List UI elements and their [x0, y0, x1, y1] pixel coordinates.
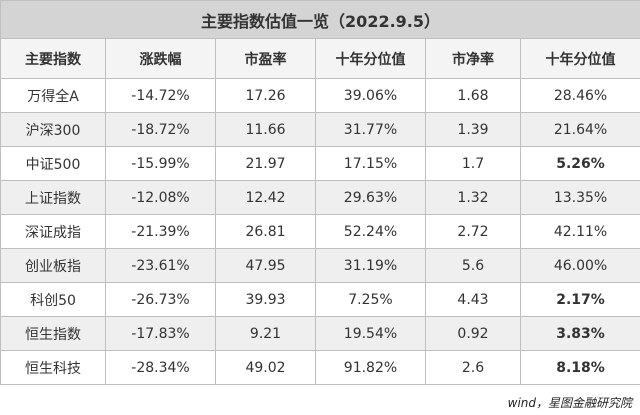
- table-cell: 7.25%: [315, 282, 426, 317]
- table-cell: 3.83%: [519, 316, 640, 351]
- table-cell: 5.26%: [519, 146, 640, 181]
- table-body: 万得全A -14.72% 17.26 39.06% 1.68 28.46% 沪深300 -18…: [0, 78, 640, 385]
- column-header: 十年分位值: [315, 38, 426, 79]
- table-cell: -23.61%: [105, 248, 216, 283]
- table-cell: 上证指数: [0, 180, 106, 215]
- table-cell: -17.83%: [105, 316, 216, 351]
- table-cell: 沪深300: [0, 112, 106, 147]
- column-header: 十年分位值: [519, 38, 640, 79]
- column-header: 涨跌幅: [105, 38, 216, 79]
- table-cell: 深证成指: [0, 214, 106, 249]
- table-cell: 恒生指数: [0, 316, 106, 351]
- table-cell: 1.7: [425, 146, 521, 181]
- header-row: 主要指数 涨跌幅 市盈率 十年分位值 市净率 十年分位值: [0, 38, 640, 79]
- table-cell: 29.63%: [315, 180, 426, 215]
- table-cell: 1.32: [425, 180, 521, 215]
- table-cell: 49.02: [215, 350, 316, 385]
- table-cell: 中证500: [0, 146, 106, 181]
- column-header: 市净率: [425, 38, 521, 79]
- table-row: 万得全A -14.72% 17.26 39.06% 1.68 28.46%: [0, 78, 640, 113]
- table-cell: -28.34%: [105, 350, 216, 385]
- source-note: wind，星图金融研究院: [507, 396, 632, 410]
- table-cell: 2.17%: [519, 282, 640, 317]
- table-cell: 12.42: [215, 180, 316, 215]
- table-row: 恒生科技 -28.34% 49.02 91.82% 2.6 8.18%: [0, 350, 640, 385]
- table-cell: 8.18%: [519, 350, 640, 385]
- table-row: 上证指数 -12.08% 12.42 29.63% 1.32 13.35%: [0, 180, 640, 215]
- table-cell: 11.66: [215, 112, 316, 147]
- table-cell: 52.24%: [315, 214, 426, 249]
- table-row: 恒生指数 -17.83% 9.21 19.54% 0.92 3.83%: [0, 316, 640, 351]
- table-cell: 恒生科技: [0, 350, 106, 385]
- table-cell: -21.39%: [105, 214, 216, 249]
- table-cell: 创业板指: [0, 248, 106, 283]
- table-cell: 5.6: [425, 248, 521, 283]
- table-cell: 42.11%: [519, 214, 640, 249]
- table-cell: 39.93: [215, 282, 316, 317]
- table-cell: 1.39: [425, 112, 521, 147]
- table-row: 深证成指 -21.39% 26.81 52.24% 2.72 42.11%: [0, 214, 640, 249]
- table-cell: 26.81: [215, 214, 316, 249]
- table-cell: 91.82%: [315, 350, 426, 385]
- table-cell: 31.19%: [315, 248, 426, 283]
- table-cell: 21.64%: [519, 112, 640, 147]
- table-cell: -14.72%: [105, 78, 216, 113]
- table-cell: 31.77%: [315, 112, 426, 147]
- table-cell: 17.26: [215, 78, 316, 113]
- column-header: 市盈率: [215, 38, 316, 79]
- table-cell: 21.97: [215, 146, 316, 181]
- table-cell: 13.35%: [519, 180, 640, 215]
- table-row: 沪深300 -18.72% 11.66 31.77% 1.39 21.64%: [0, 112, 640, 147]
- table-cell: -26.73%: [105, 282, 216, 317]
- table-cell: 2.72: [425, 214, 521, 249]
- table-cell: 科创50: [0, 282, 106, 317]
- table-cell: 46.00%: [519, 248, 640, 283]
- table-cell: -15.99%: [105, 146, 216, 181]
- table-cell: 9.21: [215, 316, 316, 351]
- table-row: 科创50 -26.73% 39.93 7.25% 4.43 2.17%: [0, 282, 640, 317]
- table-cell: 19.54%: [315, 316, 426, 351]
- valuation-table: 主要指数估值一览（2022.9.5） 主要指数 涨跌幅 市盈率 十年分位值 市净率 十年分…: [0, 0, 640, 385]
- table-cell: 0.92: [425, 316, 521, 351]
- table-cell: 1.68: [425, 78, 521, 113]
- table-cell: 47.95: [215, 248, 316, 283]
- table-title: 主要指数估值一览（2022.9.5）: [0, 0, 640, 39]
- table-cell: 4.43: [425, 282, 521, 317]
- table-cell: 28.46%: [519, 78, 640, 113]
- table-cell: 2.6: [425, 350, 521, 385]
- table-cell: 39.06%: [315, 78, 426, 113]
- table-row: 中证500 -15.99% 21.97 17.15% 1.7 5.26%: [0, 146, 640, 181]
- table-cell: -18.72%: [105, 112, 216, 147]
- table-row: 创业板指 -23.61% 47.95 31.19% 5.6 46.00%: [0, 248, 640, 283]
- table-cell: -12.08%: [105, 180, 216, 215]
- table-cell: 17.15%: [315, 146, 426, 181]
- table-cell: 万得全A: [0, 78, 106, 113]
- column-header: 主要指数: [0, 38, 106, 79]
